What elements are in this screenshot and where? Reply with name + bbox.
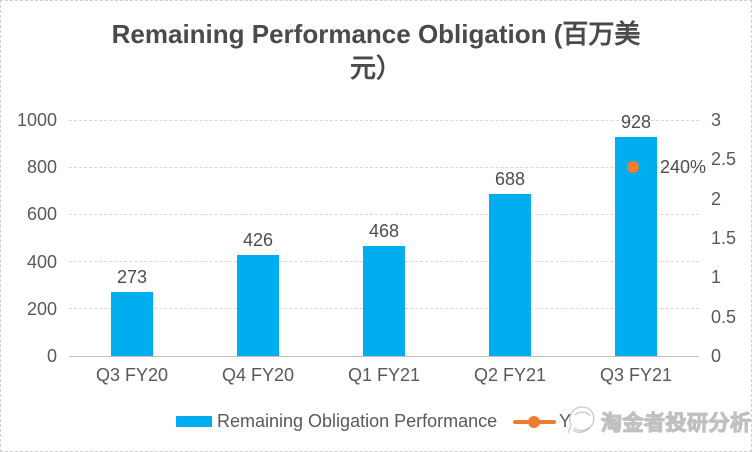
bar-data-label: 468: [368, 220, 400, 241]
legend-bar-label: Remaining Obligation Performance: [217, 411, 498, 431]
left-axis-tick: 200: [26, 298, 57, 319]
bar-q3-fy20: [111, 291, 153, 356]
bar-q2-fy21: [489, 193, 531, 356]
right-axis-tick: 2.5: [711, 149, 737, 170]
yoy-data-label: 240%: [660, 157, 707, 178]
right-axis-tick: 3: [711, 110, 722, 130]
bar-q3-fy21: [615, 136, 657, 356]
watermark: 淘金者投研分析: [565, 401, 751, 443]
bar-q4-fy20: [237, 255, 279, 356]
right-axis-tick: 2: [711, 188, 722, 209]
bar-data-label: 928: [620, 111, 652, 132]
left-axis-tick: 400: [26, 251, 57, 272]
gridline: [69, 355, 699, 357]
left-axis-tick: 800: [26, 157, 57, 178]
bar-data-label: 426: [242, 230, 274, 251]
bar-q1-fy21: [363, 245, 405, 356]
right-axis-tick: 1: [711, 267, 722, 288]
legend-bar-swatch: [176, 416, 212, 427]
legend-line-label: Y: [559, 411, 572, 431]
gridline: [69, 119, 699, 121]
right-axis-tick: 0: [711, 346, 722, 366]
legend-line-marker-icon: [528, 416, 540, 428]
bar-data-label: 273: [116, 266, 148, 287]
gridline: [69, 213, 699, 215]
x-axis-tick: Q4 FY20: [221, 365, 295, 385]
watermark-logo-icon: [565, 403, 597, 444]
right-axis-tick: 1.5: [711, 228, 737, 248]
gridline: [69, 166, 699, 168]
yoy-marker-point: [627, 161, 639, 174]
bar-data-label: 688: [494, 168, 526, 189]
right-axis-tick: 0.5: [711, 306, 737, 327]
x-axis-tick: Q2 FY21: [473, 365, 547, 385]
left-axis-tick: 600: [26, 204, 57, 225]
left-axis-tick: 0: [46, 346, 57, 366]
chart-title-line2: 元）: [349, 53, 402, 83]
chart-title: Remaining Performance Obligation (百万美 元）: [1, 17, 751, 85]
left-axis-tick: 1000: [16, 110, 57, 130]
chart-title-line1: Remaining Performance Obligation (百万美: [111, 19, 641, 49]
x-axis-tick: Q3 FY20: [95, 365, 169, 385]
watermark-text: 淘金者投研分析: [601, 412, 752, 436]
x-axis-tick: Q1 FY21: [347, 365, 421, 385]
x-axis-tick: Q3 FY21: [599, 365, 673, 385]
